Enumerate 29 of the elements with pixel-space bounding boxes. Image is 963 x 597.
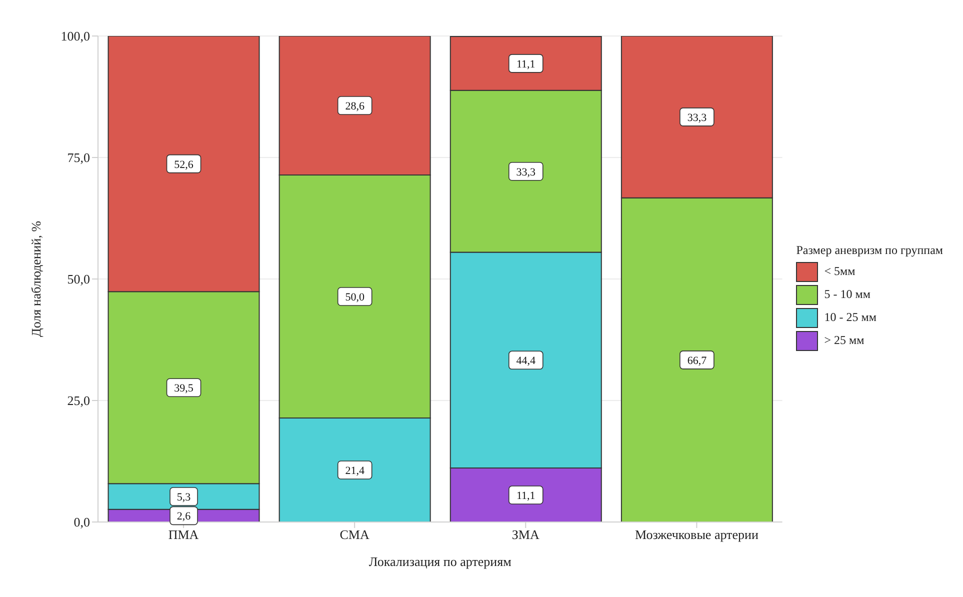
- y-tick-label: 25,0: [67, 393, 90, 408]
- data-label: 11,1: [516, 490, 536, 502]
- data-label: 50,0: [345, 291, 365, 304]
- x-tick-label: СМА: [340, 527, 370, 542]
- data-label: 39,5: [174, 382, 194, 395]
- legend-label: 5 - 10 мм: [824, 287, 870, 302]
- legend-label: > 25 мм: [824, 333, 864, 348]
- data-label: 28,6: [345, 100, 365, 112]
- legend-label: < 5мм: [824, 264, 856, 279]
- y-tick-label: 75,0: [67, 150, 90, 166]
- data-label: 66,7: [687, 354, 708, 367]
- data-label: 33,3: [516, 166, 536, 178]
- y-axis-title: Доля наблюдений, %: [28, 220, 44, 338]
- y-tick-label: 50,0: [67, 272, 90, 287]
- data-label: 11,1: [516, 58, 536, 70]
- data-label: 5,3: [176, 491, 192, 504]
- data-label: 2,6: [176, 510, 192, 523]
- data-label: 33,3: [687, 112, 708, 124]
- data-label: 44,4: [516, 355, 536, 368]
- data-label: 52,6: [174, 158, 194, 171]
- x-tick-label: Мозжечковые артерии: [634, 527, 758, 542]
- y-tick-label: 100,0: [60, 28, 90, 44]
- legend-label: 10 - 25 мм: [824, 310, 876, 325]
- x-tick-label: ПМА: [168, 527, 200, 542]
- y-tick-label: 0,0: [74, 514, 90, 530]
- legend-title: Размер аневризм по группам: [796, 242, 943, 258]
- data-label: 21,4: [345, 465, 365, 477]
- x-axis-title: Локализация по артериям: [368, 554, 512, 569]
- x-tick-label: ЗМА: [512, 527, 540, 542]
